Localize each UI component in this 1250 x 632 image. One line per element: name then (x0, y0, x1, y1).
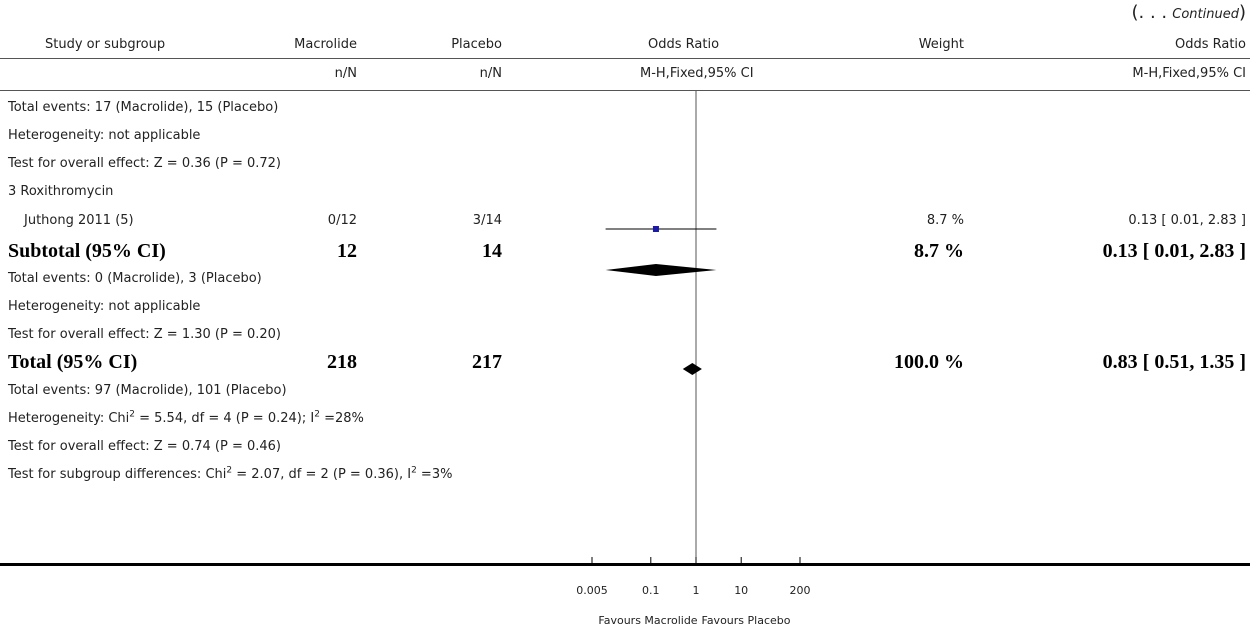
study-n-placebo: 3/14 (472, 213, 502, 228)
text-row: Heterogeneity: not applicable (8, 299, 201, 314)
text-row: Test for overall effect: Z = 0.36 (P = 0… (8, 156, 281, 171)
study-marker (652, 226, 659, 232)
header-macrolide: Macrolide (294, 37, 357, 52)
heterogeneity-total: Heterogeneity: Chi2 = 5.54, df = 4 (P = … (8, 409, 364, 426)
header-divider-bottom (0, 90, 1250, 91)
continued-label: (. . . Continued) (1131, 2, 1246, 23)
header-placebo: Placebo (451, 37, 502, 52)
header-divider-top (0, 58, 1250, 59)
header-weight: Weight (918, 37, 964, 52)
subtotal-diamond (605, 264, 717, 276)
study-ci: 0.13 [ 0.01, 2.83 ] (1128, 213, 1246, 228)
subtotal-ci: 0.13 [ 0.01, 2.83 ] (1102, 240, 1246, 262)
text-row: Test for overall effect: Z = 1.30 (P = 0… (8, 327, 281, 342)
subgroup-differences: Test for subgroup differences: Chi2 = 2.… (8, 465, 453, 482)
text-row: Total events: 0 (Macrolide), 3 (Placebo) (8, 271, 262, 286)
study-n-macrolide: 0/12 (327, 213, 357, 228)
axis-tick-label: 0.1 (642, 584, 660, 597)
axis-tick-label: 0.005 (576, 584, 608, 597)
axis-tick-label: 10 (734, 584, 748, 597)
subgroup-title: 3 Roxithromycin (8, 184, 114, 199)
header-study: Study or subgroup (45, 37, 166, 52)
text-row: Total events: 17 (Macrolide), 15 (Placeb… (8, 100, 279, 115)
header-odds-ratio-plot: Odds Ratio (648, 37, 720, 52)
header-odds-ratio-value: Odds Ratio (1174, 37, 1246, 52)
total-n-macrolide: 218 (327, 351, 357, 373)
total-n-placebo: 217 (472, 351, 502, 373)
subtotal-n-macrolide: 12 (337, 240, 357, 262)
favours-placebo-label: Favours Placebo (702, 614, 791, 627)
bottom-rule (0, 563, 1250, 566)
axis-tick-label: 1 (693, 584, 700, 597)
text-row: Total events: 97 (Macrolide), 101 (Place… (8, 383, 287, 398)
subtotal-weight: 8.7 % (914, 240, 964, 262)
header-method-plot: M-H,Fixed,95% CI (640, 66, 754, 81)
text-row: Heterogeneity: not applicable (8, 128, 201, 143)
header-nn-macrolide: n/N (334, 66, 357, 81)
study-name: Juthong 2011 (5) (24, 213, 134, 228)
favours-macrolide-label: Favours Macrolide (598, 614, 697, 627)
header-method-value: M-H,Fixed,95% CI (1132, 66, 1246, 81)
subtotal-label: Subtotal (95% CI) (8, 240, 166, 262)
text-row: Test for overall effect: Z = 0.74 (P = 0… (8, 439, 281, 454)
header-nn-placebo: n/N (479, 66, 502, 81)
total-diamond (682, 363, 702, 375)
total-ci: 0.83 [ 0.51, 1.35 ] (1102, 351, 1246, 373)
axis-tick-label: 200 (790, 584, 811, 597)
study-weight: 8.7 % (926, 213, 964, 228)
subtotal-n-placebo: 14 (482, 240, 502, 262)
total-weight: 100.0 % (894, 351, 964, 373)
total-label: Total (95% CI) (8, 351, 138, 373)
